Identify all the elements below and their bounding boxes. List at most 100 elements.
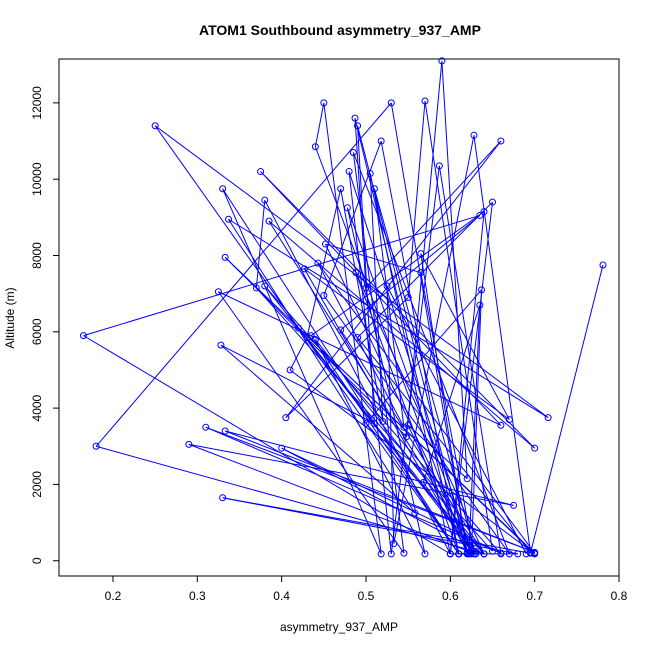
data-point xyxy=(476,301,484,309)
y-tick-label: 10000 xyxy=(30,162,44,196)
series-segment xyxy=(420,253,510,420)
series-segment xyxy=(373,188,477,555)
data-point xyxy=(354,122,362,130)
x-tick-label: 0.2 xyxy=(105,589,122,603)
data-point xyxy=(257,168,265,176)
data-point xyxy=(505,416,513,424)
data-point xyxy=(467,550,475,558)
data-point xyxy=(151,122,159,130)
series-segment xyxy=(317,262,536,554)
data-point xyxy=(446,550,454,558)
x-axis-label: asymmetry_937_AMP xyxy=(280,620,398,634)
data-point xyxy=(387,550,395,558)
data-point xyxy=(314,259,322,267)
data-point xyxy=(362,419,370,427)
series-segment xyxy=(289,337,308,371)
series-segment xyxy=(420,253,468,554)
data-point xyxy=(92,442,100,450)
series-segment xyxy=(473,135,531,553)
data-point xyxy=(497,550,505,558)
data-point xyxy=(522,550,530,558)
x-tick-label: 0.6 xyxy=(442,589,459,603)
series-segment xyxy=(380,140,460,554)
series-segment xyxy=(449,211,485,554)
data-point xyxy=(311,143,319,151)
data-point xyxy=(463,550,471,558)
data-point xyxy=(421,97,429,105)
data-point xyxy=(217,341,225,349)
data-point xyxy=(497,137,505,145)
series-segment xyxy=(365,423,485,555)
data-point xyxy=(400,423,408,431)
data-point xyxy=(370,419,378,427)
y-tick-label: 6000 xyxy=(30,318,44,345)
series-segment xyxy=(304,268,510,420)
series-segment xyxy=(260,171,502,426)
series-segment xyxy=(357,337,531,553)
series-segment xyxy=(188,443,476,555)
data-point xyxy=(343,204,351,212)
data-point xyxy=(345,168,353,176)
series-segment xyxy=(390,165,440,554)
data-point xyxy=(488,547,496,555)
series-segment xyxy=(340,188,384,422)
data-point xyxy=(526,548,534,556)
data-point xyxy=(265,217,273,225)
x-tick-label: 0.8 xyxy=(611,589,628,603)
data-point xyxy=(411,509,419,517)
y-axis-label: Altitude (m) xyxy=(3,287,17,348)
data-point xyxy=(435,162,443,170)
data-point xyxy=(531,444,539,452)
series-segment xyxy=(217,291,405,554)
data-point xyxy=(300,265,308,273)
data-point xyxy=(404,421,412,429)
series-segment xyxy=(323,140,382,296)
x-tick-label: 0.5 xyxy=(358,589,375,603)
y-tick-label: 4000 xyxy=(30,394,44,421)
data-point xyxy=(79,332,87,340)
data-point xyxy=(478,286,486,294)
series-segment xyxy=(420,272,475,554)
series-segment xyxy=(83,214,480,337)
series-segment xyxy=(422,304,481,483)
data-point xyxy=(531,549,539,557)
data-point xyxy=(377,137,385,145)
series-segment xyxy=(386,285,527,555)
data-point xyxy=(219,185,227,193)
data-point xyxy=(261,282,269,290)
data-point xyxy=(599,261,607,269)
data-point xyxy=(320,292,328,300)
data-point xyxy=(307,332,315,340)
data-point xyxy=(377,550,385,558)
series-segment xyxy=(529,264,604,554)
series-segment xyxy=(407,100,426,298)
data-point xyxy=(470,131,478,139)
series-segment xyxy=(83,335,451,555)
series-segment xyxy=(470,289,483,554)
data-point xyxy=(362,284,370,292)
data-point xyxy=(488,198,496,206)
data-point xyxy=(404,293,412,301)
data-point xyxy=(185,440,193,448)
data-point xyxy=(366,169,374,177)
data-point xyxy=(510,501,518,509)
series-layer xyxy=(79,57,607,558)
series-segment xyxy=(386,286,395,544)
series-segment xyxy=(224,257,407,438)
y-tick-label: 12000 xyxy=(30,86,44,120)
series-segment xyxy=(264,285,502,555)
data-point xyxy=(400,549,408,557)
series-segment xyxy=(220,344,416,514)
data-point xyxy=(463,475,471,483)
series-segment xyxy=(369,173,384,422)
data-point xyxy=(370,185,378,193)
series-segment xyxy=(407,425,468,554)
data-point xyxy=(221,253,229,261)
data-point xyxy=(349,148,357,156)
data-point xyxy=(337,185,345,193)
data-point xyxy=(322,240,330,248)
series-segment xyxy=(188,443,514,506)
data-point xyxy=(402,433,410,441)
data-point xyxy=(311,335,319,343)
